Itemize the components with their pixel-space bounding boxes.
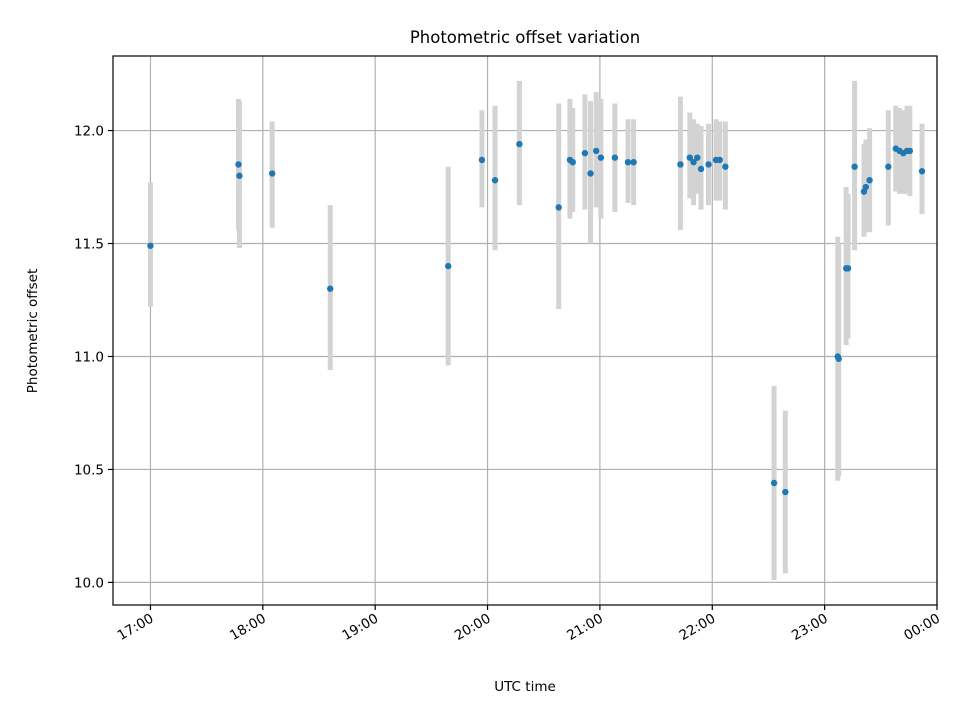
chart-title: Photometric offset variation: [410, 28, 640, 47]
data-point: [885, 163, 892, 170]
data-point: [478, 156, 486, 164]
data-point: [555, 204, 562, 211]
data-point: [147, 242, 154, 249]
data-point: [716, 156, 723, 164]
data-point: [722, 163, 729, 170]
data-point: [690, 158, 697, 166]
data-point: [677, 161, 684, 168]
grid: [113, 56, 938, 605]
data-point: [597, 154, 605, 161]
y-tick-label: 11.0: [74, 349, 104, 365]
data-point: [686, 154, 693, 161]
data-point: [906, 147, 914, 155]
data-point: [705, 161, 712, 168]
data-point: [445, 262, 452, 270]
data-point: [581, 149, 589, 157]
data-point: [862, 183, 870, 191]
data-point: [611, 154, 619, 161]
data-point: [697, 165, 705, 173]
data-point: [235, 161, 242, 168]
plot-frame: [112, 55, 938, 606]
data-point: [236, 172, 243, 179]
data-point: [587, 170, 594, 177]
data-point: [491, 177, 499, 184]
data-point: [268, 170, 276, 177]
data-point: [844, 265, 852, 272]
data-point: [782, 488, 789, 496]
y-axis-ticks: 10.0 10.5 11.0 11.5 12.0: [74, 124, 113, 591]
data-point: [835, 355, 842, 362]
data-point: [569, 158, 576, 166]
y-tick-label: 12.0: [74, 124, 104, 140]
data-point: [624, 158, 632, 166]
y-tick-label: 10.0: [74, 575, 104, 591]
data-point: [866, 177, 873, 184]
data-point: [630, 158, 637, 166]
y-axis-label: Photometric offset: [25, 269, 41, 393]
y-tick-label: 11.5: [74, 237, 104, 253]
data-point: [851, 163, 858, 170]
data-points: [147, 140, 926, 496]
data-point: [918, 168, 926, 175]
data-point: [770, 479, 778, 487]
data-point: [327, 285, 334, 292]
y-tick-label: 10.5: [74, 462, 104, 478]
x-axis-label: UTC time: [494, 679, 556, 695]
data-point: [694, 154, 701, 161]
data-point: [516, 140, 523, 148]
data-point: [592, 147, 600, 155]
